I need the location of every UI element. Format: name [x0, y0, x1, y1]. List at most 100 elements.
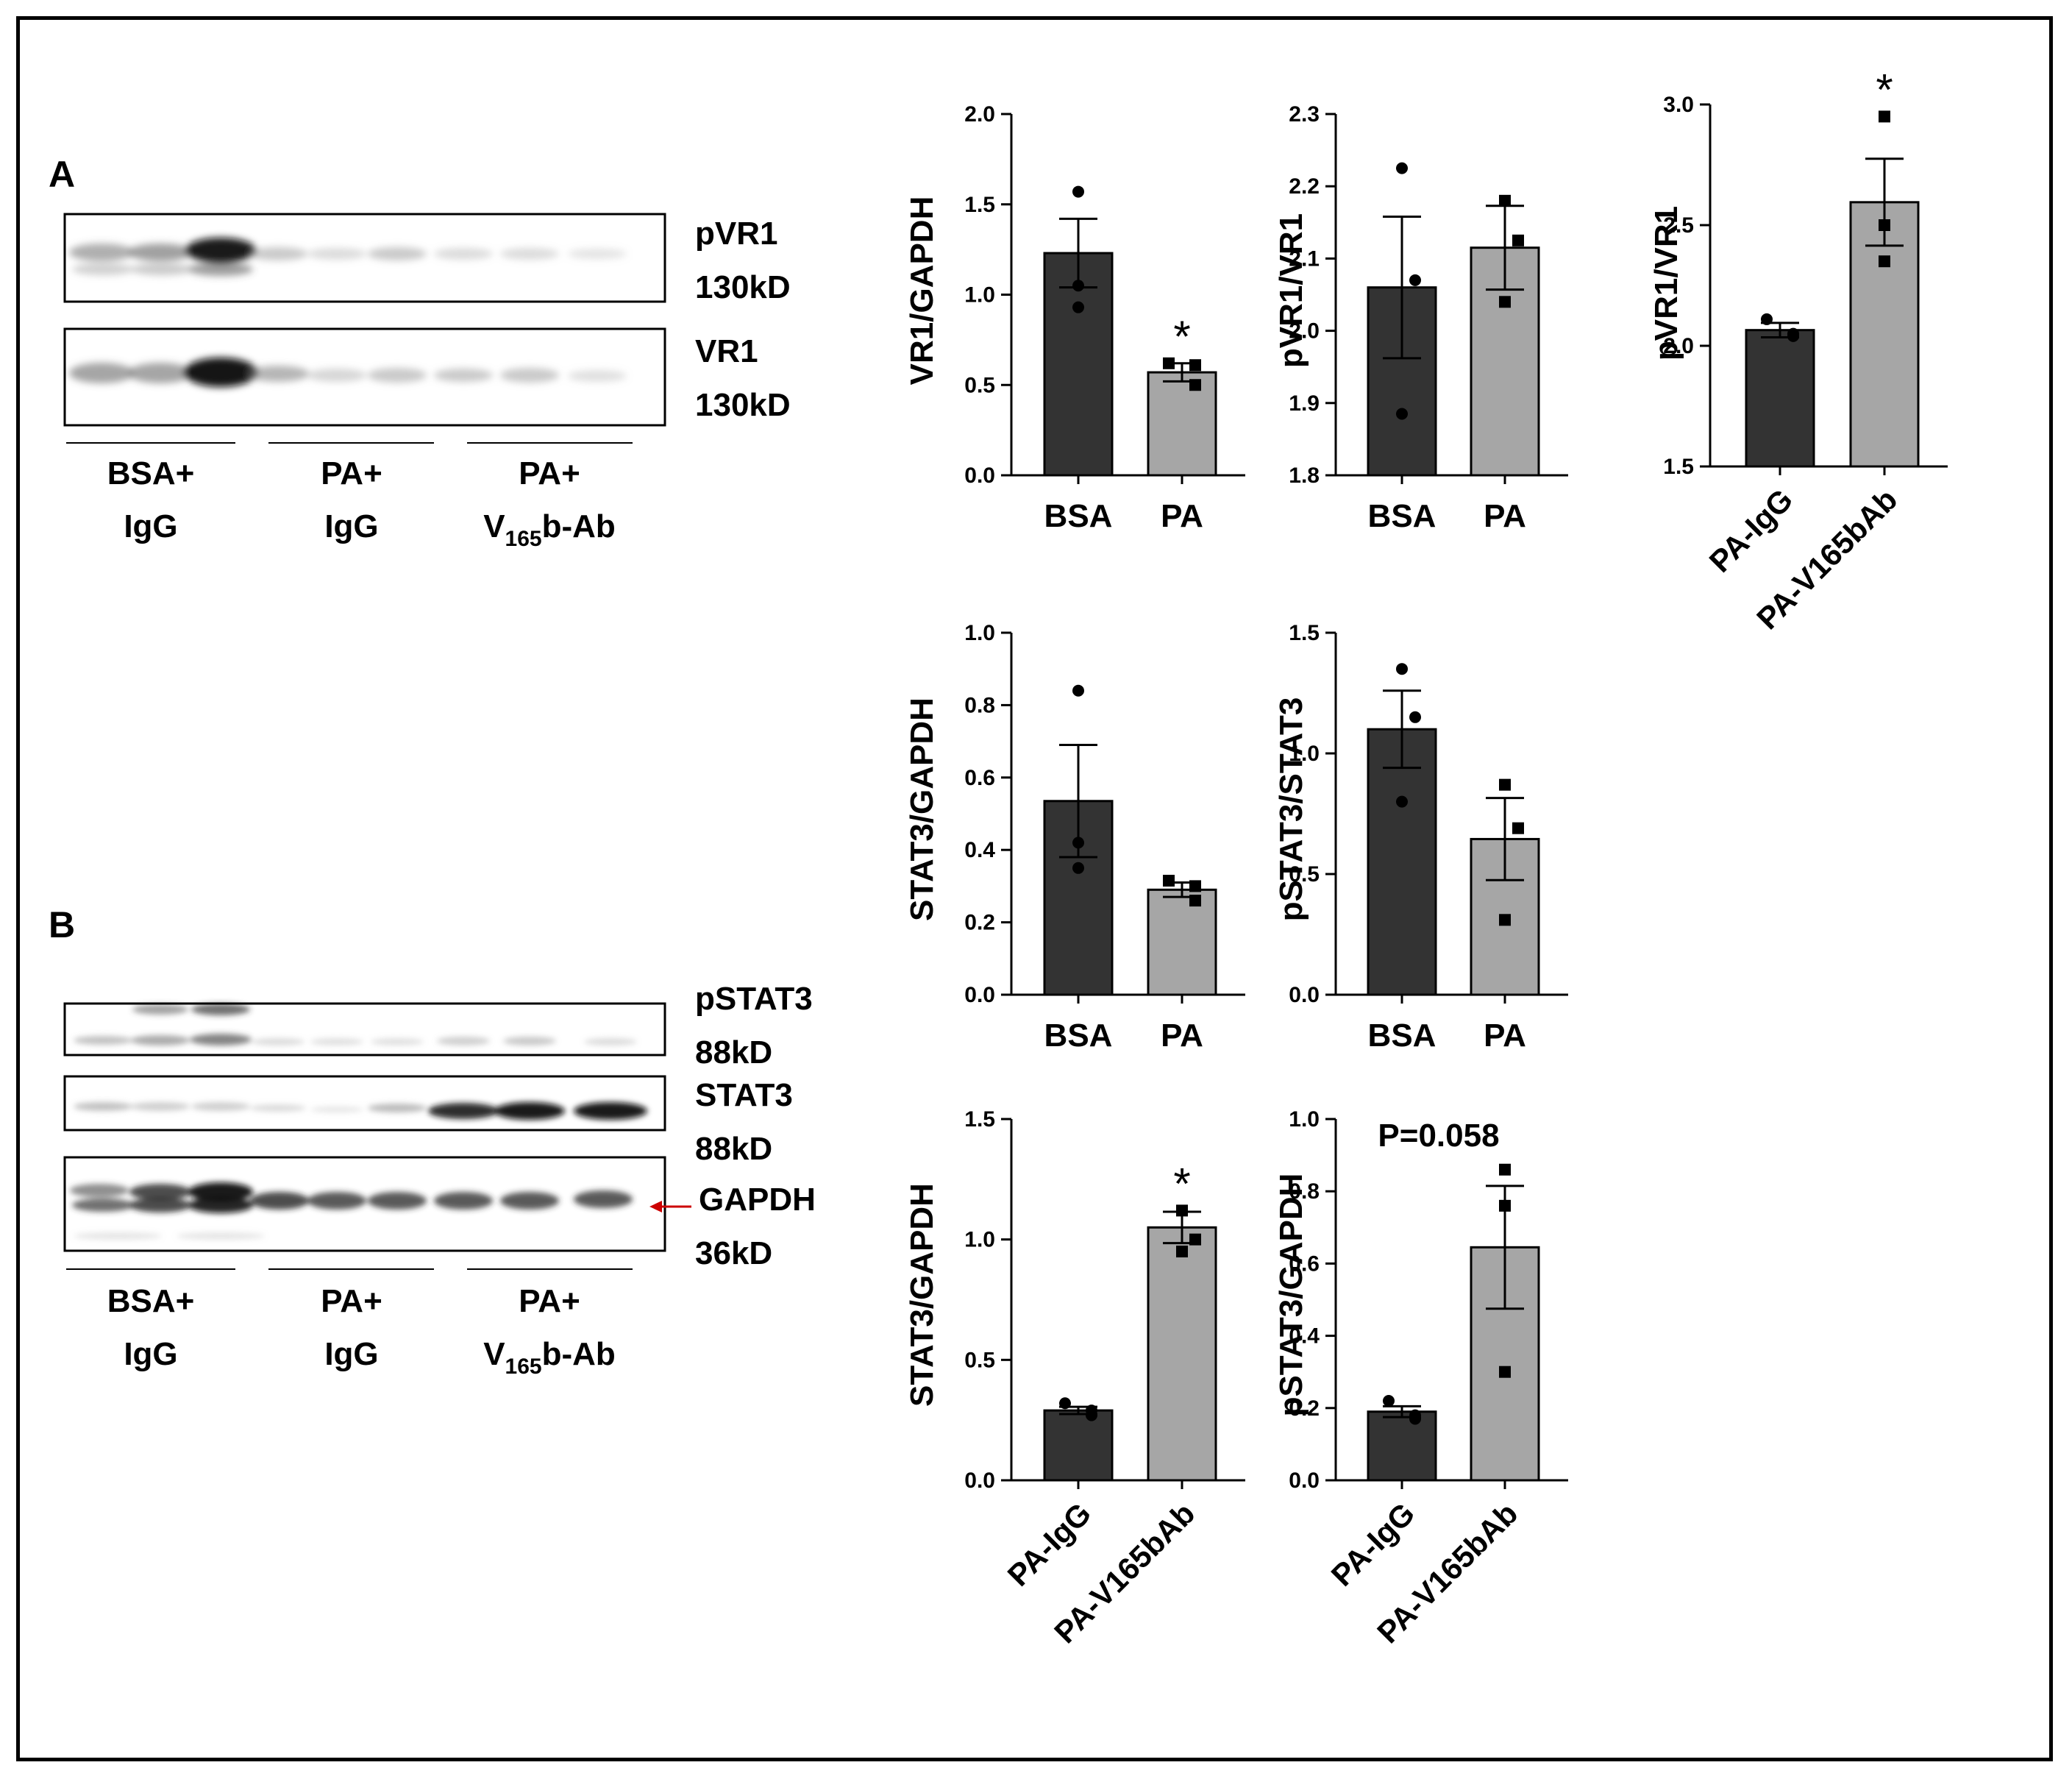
group-b3-v: V	[483, 1336, 505, 1372]
category-label: BSA	[1044, 498, 1113, 534]
data-point	[1072, 301, 1084, 313]
group-a2-line1: PA+	[321, 455, 382, 491]
significance-star: *	[1173, 312, 1190, 361]
blot-vr1-bands	[69, 358, 627, 387]
data-point	[1761, 313, 1773, 325]
gapdh-marker-arrow	[649, 1201, 691, 1212]
bar-pa	[1147, 371, 1217, 477]
group-a3-line1: PA+	[519, 455, 580, 491]
y-tick-label: 1.5	[964, 1107, 995, 1132]
blot-vr1-label: VR1	[695, 333, 758, 369]
bar-pa-v165bab	[1147, 1226, 1217, 1482]
data-point	[1176, 1204, 1188, 1217]
blot-vr1-size: 130kD	[695, 387, 791, 423]
data-point	[1072, 185, 1084, 198]
category-label: PA-IgG	[1001, 1496, 1098, 1593]
y-tick-label: 0.8	[1289, 1179, 1320, 1204]
data-point	[1059, 1397, 1071, 1410]
category-label: PA-IgG	[1325, 1496, 1422, 1593]
category-label: BSA	[1368, 1018, 1436, 1054]
data-point	[1499, 914, 1511, 926]
data-point	[1163, 875, 1175, 887]
data-point	[1396, 663, 1408, 675]
chart-pstat3-stat3: 0.0 0.5 1.0 1.5 pSTAT3/STAT3 BSA PA	[1273, 621, 1568, 1054]
data-point	[1879, 219, 1890, 231]
blot-vr1	[63, 327, 666, 427]
y-tick-label: 0.5	[964, 373, 995, 397]
group-b3-line2: V165b-Ab	[483, 1336, 616, 1379]
y-axis-label: VR1/GAPDH	[904, 196, 940, 386]
bar-pa-igg	[1043, 1409, 1114, 1482]
y-axis-label: STAT3/GAPDH	[904, 697, 940, 921]
blot-stat3-bands	[74, 1102, 647, 1120]
y-tick-label: 0.2	[964, 911, 995, 935]
group-a3-line2: V165b-Ab	[483, 508, 616, 551]
y-tick-label: 0.5	[964, 1348, 995, 1372]
data-point	[1072, 862, 1084, 874]
bar-pa	[1147, 888, 1217, 996]
blot-gapdh	[63, 1156, 666, 1252]
y-tick-label: 1.0	[964, 621, 995, 645]
blot-gapdh-bands	[70, 1182, 633, 1240]
y-tick-label: 1.5	[964, 193, 995, 217]
y-tick-label: 2.0	[964, 102, 995, 127]
y-tick-label: 1.0	[964, 283, 995, 308]
category-label: PA	[1484, 1018, 1526, 1054]
figure-frame	[16, 16, 2053, 1761]
blot-stat3-size: 88kD	[695, 1131, 772, 1167]
data-point	[1189, 379, 1201, 391]
data-point	[1072, 837, 1084, 849]
group-a1-line1: BSA+	[107, 455, 195, 491]
blot-pvr1	[63, 213, 666, 303]
data-point	[1499, 778, 1511, 791]
data-point	[1512, 822, 1524, 834]
group-a3-v: V	[483, 508, 505, 544]
group-a3-tail: b-Ab	[542, 508, 616, 544]
y-tick-label: 0.8	[964, 693, 995, 717]
y-tick-label: 0.6	[964, 766, 995, 790]
data-point	[1409, 711, 1421, 723]
blot-pstat3-size: 88kD	[695, 1034, 772, 1070]
data-point	[1879, 110, 1890, 123]
data-point	[1396, 408, 1408, 420]
blot-gapdh-label: GAPDH	[699, 1182, 816, 1218]
data-point	[1189, 359, 1201, 372]
category-label: PA	[1161, 1018, 1203, 1054]
data-point	[1409, 1413, 1421, 1425]
y-tick-label: 2.0	[1663, 334, 1694, 358]
group-b3-line1: PA+	[519, 1283, 580, 1319]
y-axis-label: pSTAT3/GAPDH	[1273, 1173, 1309, 1417]
group-b2-line2: IgG	[324, 1336, 378, 1372]
y-tick-label: 0.0	[1289, 1469, 1320, 1493]
blot-pvr1-size: 130kD	[695, 269, 791, 305]
group-b1-line1: BSA+	[107, 1283, 195, 1319]
y-tick-label: 0.0	[964, 983, 995, 1007]
data-point	[1176, 1246, 1188, 1258]
data-point	[1383, 1394, 1395, 1407]
y-tick-label: 0.5	[1289, 862, 1320, 887]
data-point	[1499, 1199, 1511, 1212]
y-axis-label: pSTAT3/STAT3	[1273, 697, 1309, 922]
group-b3-sub: 165	[505, 1354, 542, 1379]
panel-b-letter: B	[49, 904, 75, 945]
data-point	[1499, 296, 1511, 308]
data-point	[1499, 1366, 1511, 1378]
blot-stat3	[63, 1075, 666, 1132]
group-a2-line2: IgG	[324, 508, 378, 544]
y-tick-label: 1.5	[1289, 621, 1320, 645]
y-axis-label: pVR1/VR1	[1273, 213, 1309, 368]
y-tick-label: 1.9	[1289, 391, 1320, 416]
data-point	[1189, 895, 1201, 907]
chart-stat3-gapdh-bsa-pa: 0.0 0.2 0.4 0.6 0.8 1.0 STAT3/GAPDH BSA PA	[904, 621, 1245, 1054]
group-a1-line2: IgG	[124, 508, 177, 544]
y-tick-label: 2.1	[1289, 246, 1320, 271]
data-point	[1396, 795, 1408, 808]
y-tick-label: 1.0	[1289, 1107, 1320, 1132]
y-tick-label: 2.3	[1289, 102, 1320, 127]
category-label: PA-IgG	[1703, 482, 1800, 579]
group-b1-line2: IgG	[124, 1336, 177, 1372]
group-b3-tail: b-Ab	[542, 1336, 616, 1372]
y-tick-label: 0.0	[964, 464, 995, 488]
